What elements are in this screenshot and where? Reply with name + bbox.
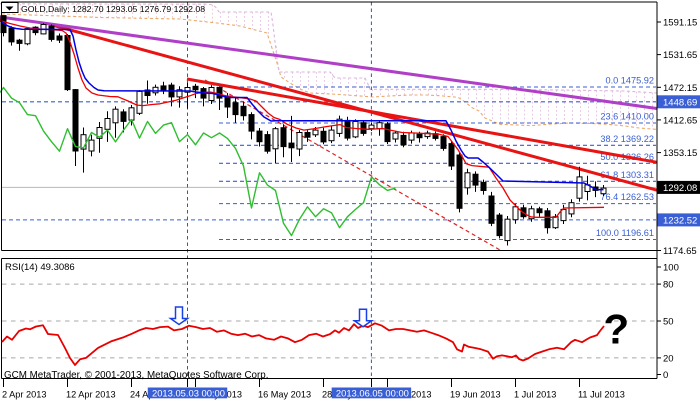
svg-text:50: 50	[663, 317, 674, 328]
svg-text:38.2 1369.22: 38.2 1369.22	[600, 134, 654, 144]
svg-text:1448.69: 1448.69	[663, 97, 697, 108]
svg-text:?: ?	[604, 306, 630, 353]
svg-text:1232.52: 1232.52	[663, 215, 697, 226]
svg-text:1174.65: 1174.65	[663, 246, 697, 257]
svg-text:2013.06.05 00:00: 2013.06.05 00:00	[336, 388, 409, 399]
svg-text:20: 20	[663, 353, 674, 364]
svg-text:2013.05.03 00:00: 2013.05.03 00:00	[152, 388, 225, 399]
svg-text:19 Jun 2013: 19 Jun 2013	[450, 390, 501, 400]
svg-text:1531.65: 1531.65	[663, 50, 697, 61]
svg-text:1353.15: 1353.15	[663, 148, 697, 159]
svg-text:16 May 2013: 16 May 2013	[258, 390, 311, 400]
svg-text:GCM MetaTrader, © 2001-2013, M: GCM MetaTrader, © 2001-2013, MetaQuotes …	[4, 370, 268, 381]
svg-text:1472.15: 1472.15	[663, 83, 697, 94]
svg-text:23.6 1410.00: 23.6 1410.00	[600, 112, 654, 122]
svg-text:61.8 1303.31: 61.8 1303.31	[600, 170, 654, 180]
svg-text:2 Apr 2013: 2 Apr 2013	[2, 390, 46, 400]
svg-text:12 Apr 2013: 12 Apr 2013	[66, 390, 116, 400]
svg-text:0.0 1475.92: 0.0 1475.92	[605, 76, 654, 86]
svg-text:11 Jul 2013: 11 Jul 2013	[578, 390, 625, 400]
svg-text:1412.65: 1412.65	[663, 115, 697, 126]
svg-text:RSI(14) 49.3086: RSI(14) 49.3086	[5, 262, 75, 273]
svg-text:1591.15: 1591.15	[663, 18, 697, 29]
svg-text:80: 80	[663, 280, 674, 291]
svg-text:100: 100	[663, 263, 679, 274]
svg-text:100.0 1196.61: 100.0 1196.61	[596, 228, 654, 238]
svg-text:GOLD,Daily: 1282.70 1293.05 12: GOLD,Daily: 1282.70 1293.05 1276.79 1292…	[21, 4, 205, 14]
svg-text:1 Jul 2013: 1 Jul 2013	[514, 390, 556, 400]
svg-text:0: 0	[663, 370, 668, 381]
svg-text:1292.08: 1292.08	[663, 183, 697, 194]
svg-text:76.4 1262.53: 76.4 1262.53	[600, 192, 654, 202]
